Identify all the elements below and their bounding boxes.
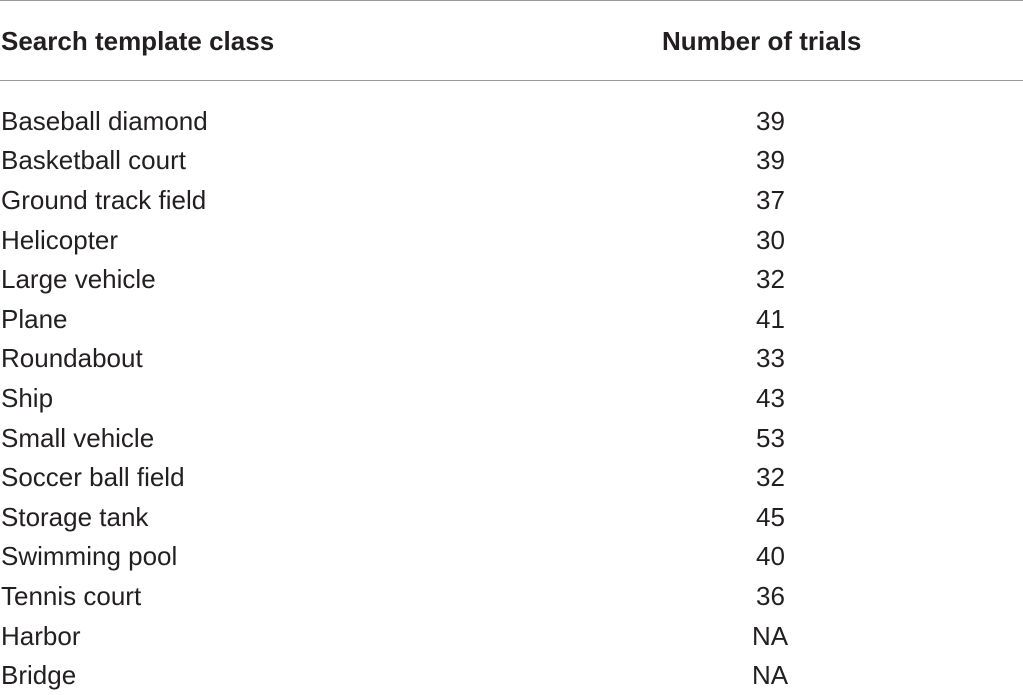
table-row: Harbor NA — [0, 616, 1023, 656]
header-search-template-class: Search template class — [1, 25, 275, 56]
row-class-cell: Roundabout — [1, 343, 143, 374]
table-row: Soccer ball field 32 — [0, 457, 1023, 497]
table-row: Baseball diamond 39 — [0, 101, 1023, 141]
table-row: Basketball court 39 — [0, 141, 1023, 181]
row-trials-cell: 39 — [756, 105, 785, 136]
header-row: Search template class Number of trials — [0, 0, 1023, 81]
table-body: Baseball diamond 39 Basketball court 39 … — [0, 81, 1023, 695]
row-class-cell: Large vehicle — [1, 264, 156, 295]
row-trials-cell: 39 — [756, 145, 785, 176]
row-trials-cell: 32 — [756, 462, 785, 493]
row-class-cell: Tennis court — [1, 580, 142, 611]
row-class-cell: Plane — [1, 303, 68, 334]
table-row: Swimming pool 40 — [0, 537, 1023, 577]
table-row: Large vehicle 32 — [0, 259, 1023, 299]
row-trials-cell: 45 — [756, 501, 785, 532]
table-row: Ground track field 37 — [0, 180, 1023, 220]
row-trials-cell: NA — [752, 620, 789, 651]
table-header: Search template class Number of trials — [0, 0, 1023, 81]
row-class-cell: Ship — [1, 382, 54, 413]
row-class-cell: Basketball court — [1, 145, 186, 176]
table-row: Roundabout 33 — [0, 339, 1023, 379]
row-trials-cell: 40 — [756, 541, 785, 572]
row-class-cell: Harbor — [1, 620, 81, 651]
row-class-cell: Small vehicle — [1, 422, 155, 453]
table-row: Plane 41 — [0, 299, 1023, 339]
row-class-cell: Bridge — [1, 660, 77, 691]
table-row: Ship 43 — [0, 378, 1023, 418]
row-class-cell: Helicopter — [1, 224, 119, 255]
row-trials-cell: 53 — [756, 422, 785, 453]
table-row: Helicopter 30 — [0, 220, 1023, 260]
row-trials-cell: 43 — [756, 382, 785, 413]
table-row: Bridge NA — [0, 655, 1023, 695]
table-row: Small vehicle 53 — [0, 418, 1023, 458]
row-class-cell: Ground track field — [1, 184, 207, 215]
row-class-cell: Baseball diamond — [1, 105, 208, 136]
row-trials-cell: 36 — [756, 580, 785, 611]
row-class-cell: Storage tank — [1, 501, 149, 532]
row-class-cell: Swimming pool — [1, 541, 178, 572]
row-trials-cell: 41 — [756, 303, 785, 334]
header-spacer — [0, 81, 1023, 102]
table-row: Tennis court 36 — [0, 576, 1023, 616]
row-trials-cell: 30 — [756, 224, 785, 255]
row-trials-cell: 33 — [756, 343, 785, 374]
row-trials-cell: 32 — [756, 264, 785, 295]
table-row: Storage tank 45 — [0, 497, 1023, 537]
header-number-of-trials: Number of trials — [662, 25, 862, 56]
row-class-cell: Soccer ball field — [1, 462, 185, 493]
row-trials-cell: 37 — [756, 184, 785, 215]
row-trials-cell: NA — [752, 660, 789, 691]
